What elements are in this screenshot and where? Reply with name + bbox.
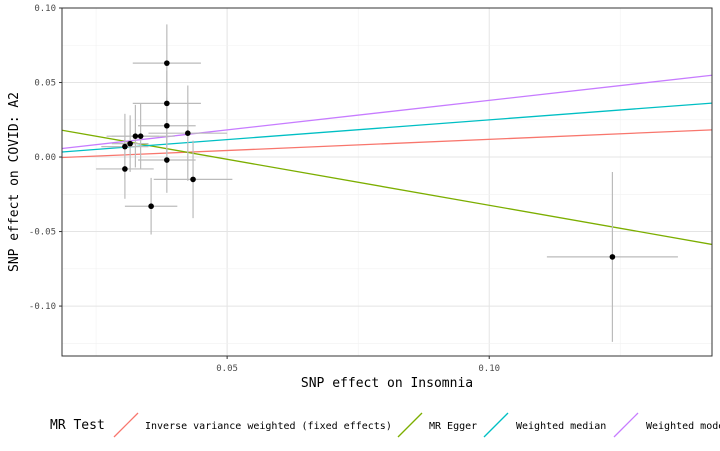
data-point — [122, 143, 128, 150]
legend-key — [613, 412, 639, 438]
y-tick-label: 0.05 — [34, 79, 56, 89]
legend-key — [397, 412, 423, 438]
data-points — [122, 60, 616, 260]
legend-key — [113, 412, 139, 438]
axis-ticks: 0.05 0.10 0.10 0.05 0.00 -0.05 -0.10 — [29, 4, 500, 374]
x-axis-title: SNP effect on Insomnia — [301, 376, 473, 391]
x-tick-label: 0.10 — [478, 364, 500, 374]
x-tick-label: 0.05 — [216, 364, 238, 374]
y-tick-label: -0.10 — [29, 302, 56, 312]
data-point — [127, 140, 133, 147]
y-tick-label: -0.05 — [29, 228, 56, 238]
y-tick-label: 0.00 — [34, 153, 56, 163]
regression-line-weighted-median — [62, 102, 712, 153]
data-point — [185, 130, 191, 136]
data-point — [164, 157, 170, 163]
data-point — [164, 122, 170, 129]
legend-label: Weighted median — [516, 421, 606, 432]
y-tick-label: 0.10 — [34, 4, 56, 14]
data-point — [148, 203, 154, 210]
y-axis-title: SNP effect on COVID: A2 — [7, 92, 22, 272]
regression-line-mr-egger — [62, 129, 712, 246]
data-point — [609, 254, 616, 260]
data-point — [164, 100, 170, 107]
legend-label: Inverse variance weighted (fixed effects… — [145, 421, 392, 432]
legend-label: MR Egger — [429, 421, 477, 432]
legend-label: Weighted mode — [646, 421, 720, 432]
data-point — [122, 166, 128, 172]
data-point — [132, 133, 139, 139]
legend-title: MR Test — [50, 418, 105, 433]
legend: MR Test Inverse variance weighted (fixed… — [50, 412, 720, 438]
data-point — [164, 60, 170, 66]
legend-entries: Inverse variance weighted (fixed effects… — [113, 412, 720, 438]
panel-border — [61, 7, 713, 357]
regression-line-inverse-variance-weighted-fixed-effects — [62, 129, 712, 159]
data-point — [190, 176, 196, 183]
legend-key — [483, 412, 509, 438]
data-point — [137, 133, 144, 139]
